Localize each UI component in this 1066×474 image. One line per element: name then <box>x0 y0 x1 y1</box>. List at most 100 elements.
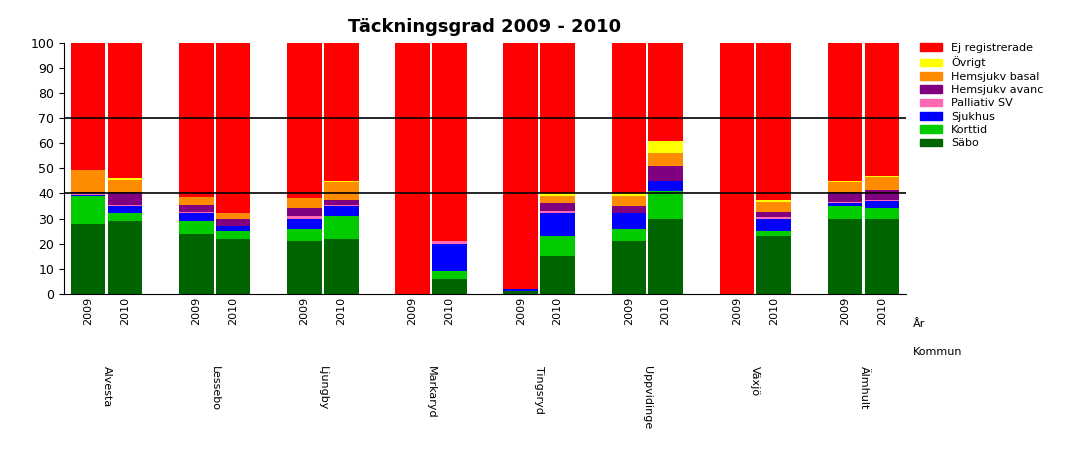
Bar <box>108 192 142 205</box>
Bar <box>612 241 646 294</box>
Text: Alvesta: Alvesta <box>101 366 112 407</box>
Bar <box>70 193 106 195</box>
Text: Tingsryd: Tingsryd <box>534 366 544 414</box>
Bar <box>540 211 575 213</box>
Bar <box>540 256 575 294</box>
Bar <box>179 213 213 221</box>
Bar <box>432 271 467 279</box>
Bar <box>324 43 358 181</box>
Text: Uppvidinge: Uppvidinge <box>642 366 652 429</box>
Bar <box>865 43 900 176</box>
Bar <box>215 219 251 226</box>
Bar <box>612 193 646 196</box>
Bar <box>865 201 900 209</box>
Bar <box>540 236 575 256</box>
Bar <box>612 228 646 241</box>
Text: Kommun: Kommun <box>914 346 963 356</box>
Bar <box>70 224 106 294</box>
Bar <box>865 176 900 177</box>
Bar <box>828 219 862 294</box>
Bar <box>215 226 251 231</box>
Bar <box>540 193 575 196</box>
Bar <box>108 178 142 180</box>
Bar <box>432 241 467 244</box>
Bar <box>865 190 900 200</box>
Bar <box>70 170 106 192</box>
Bar <box>648 141 683 153</box>
Bar <box>395 43 430 294</box>
Bar <box>287 209 322 216</box>
Bar <box>287 219 322 228</box>
Bar <box>179 205 213 212</box>
Bar <box>865 200 900 201</box>
Bar <box>108 43 142 178</box>
Bar <box>215 238 251 294</box>
Bar <box>757 200 791 202</box>
Bar <box>287 228 322 241</box>
Bar <box>324 205 358 206</box>
Bar <box>215 43 251 213</box>
Bar <box>108 206 142 213</box>
Text: Markaryd: Markaryd <box>426 366 436 419</box>
Bar <box>179 212 213 213</box>
Bar <box>324 200 358 205</box>
Bar <box>287 199 322 209</box>
Bar <box>612 196 646 206</box>
Bar <box>865 219 900 294</box>
Bar <box>828 203 862 206</box>
Bar <box>865 177 900 190</box>
Bar <box>324 216 358 238</box>
Bar <box>70 43 106 170</box>
Bar <box>828 43 862 181</box>
Bar <box>757 217 791 219</box>
Text: År: År <box>914 319 925 329</box>
Bar <box>432 43 467 241</box>
Bar <box>648 153 683 166</box>
Bar <box>70 192 106 193</box>
Bar <box>720 43 755 294</box>
Bar <box>503 289 538 292</box>
Text: Ljungby: Ljungby <box>318 366 328 410</box>
Bar <box>432 244 467 271</box>
Bar <box>757 231 791 236</box>
Bar <box>540 213 575 236</box>
Bar <box>70 196 106 224</box>
Bar <box>215 213 251 219</box>
Bar <box>828 206 862 219</box>
Bar <box>287 241 322 294</box>
Bar <box>108 180 142 192</box>
Legend: Ej registrerade, Övrigt, Hemsjukv basal, Hemsjukv avanc, Palliativ SV, Sjukhus, : Ej registrerade, Övrigt, Hemsjukv basal,… <box>920 43 1044 148</box>
Bar <box>828 182 862 192</box>
Bar <box>215 231 251 238</box>
Bar <box>108 205 142 206</box>
Text: Älmhult: Älmhult <box>858 366 869 410</box>
Text: Lessebo: Lessebo <box>210 366 220 411</box>
Bar <box>324 181 358 182</box>
Bar <box>648 191 683 219</box>
Bar <box>324 182 358 200</box>
Bar <box>612 213 646 228</box>
Bar <box>612 206 646 213</box>
Bar <box>540 203 575 211</box>
Bar <box>828 181 862 182</box>
Bar <box>612 43 646 193</box>
Bar <box>70 195 106 196</box>
Bar <box>757 43 791 200</box>
Bar <box>648 43 683 141</box>
Bar <box>757 212 791 217</box>
Bar <box>757 202 791 212</box>
Bar <box>287 43 322 199</box>
Bar <box>757 219 791 231</box>
Bar <box>324 238 358 294</box>
Bar <box>648 219 683 294</box>
Bar <box>179 197 213 205</box>
Bar <box>287 216 322 219</box>
Bar <box>503 43 538 289</box>
Bar <box>503 292 538 294</box>
Bar <box>828 192 862 202</box>
Bar <box>648 166 683 181</box>
Bar <box>648 181 683 191</box>
Bar <box>108 213 142 221</box>
Bar <box>540 43 575 193</box>
Bar <box>865 209 900 219</box>
